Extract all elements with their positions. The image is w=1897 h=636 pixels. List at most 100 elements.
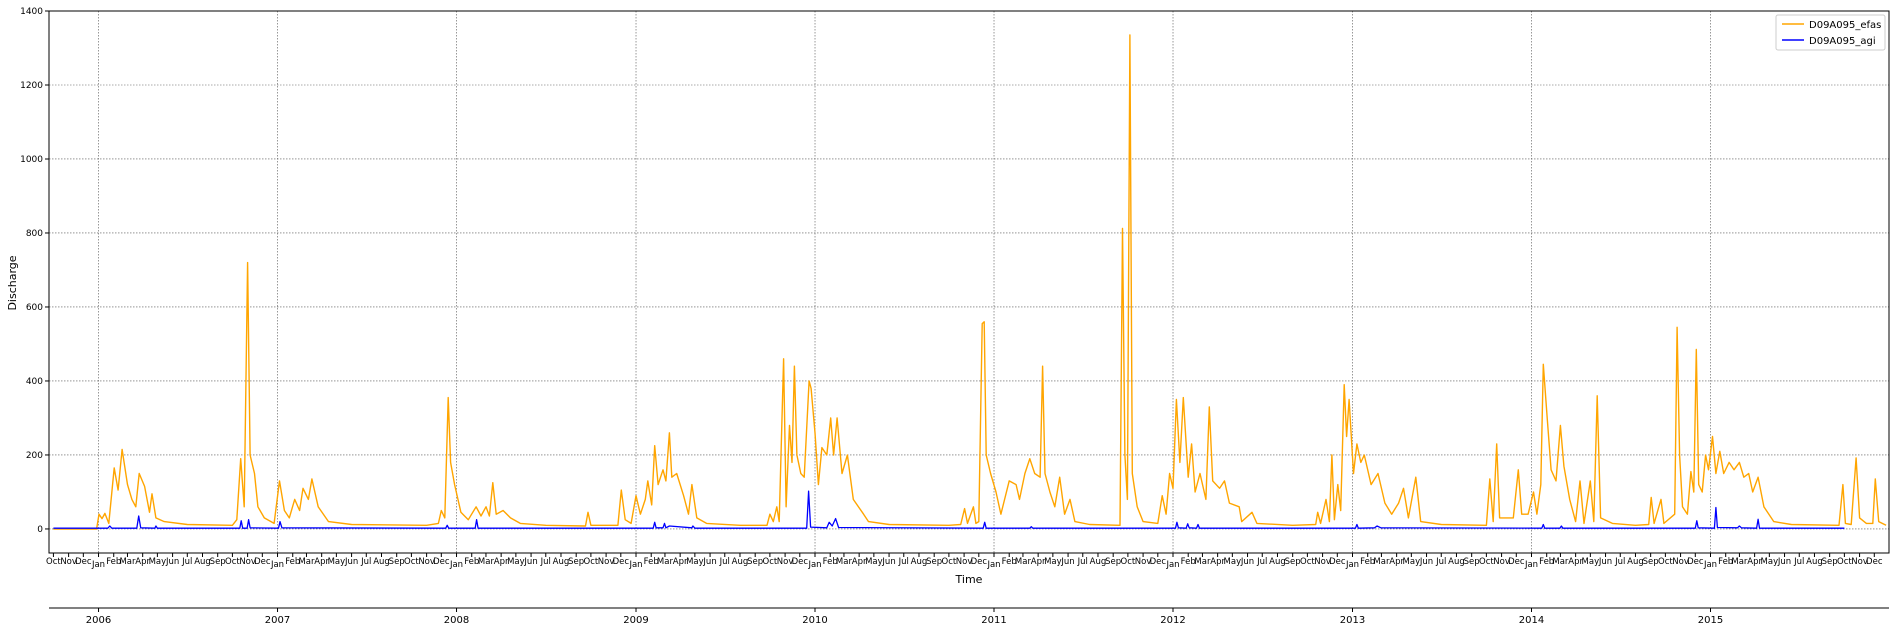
- x-month-label: Oct: [1658, 557, 1673, 567]
- y-axis: 0 200 400 600 800 1000 1200 1400: [20, 7, 49, 535]
- x-month-label: Mar: [478, 557, 495, 567]
- x-month-label: Apr: [494, 557, 509, 567]
- x-month-label: Dec: [433, 557, 450, 567]
- x-month-label: Jun: [1777, 557, 1791, 567]
- x-month-label: Jan: [91, 560, 105, 570]
- x-month-label: Oct: [1121, 557, 1136, 567]
- x-month-label: Feb: [644, 557, 659, 567]
- x-month-label: May: [328, 557, 346, 567]
- x-month-label: Jul: [1614, 557, 1625, 567]
- x-month-label: May: [1224, 557, 1242, 567]
- y-axis-label: Discharge: [6, 255, 19, 310]
- x-month-label: Dec: [1687, 557, 1704, 567]
- year-tick-label: 2015: [1698, 615, 1723, 626]
- y-tick-label: 1000: [20, 155, 43, 165]
- grid-layer: [49, 10, 1889, 553]
- x-month-label: May: [1403, 557, 1421, 567]
- x-month-label: Jul: [1793, 557, 1804, 567]
- year-tick-label: 2008: [444, 615, 469, 626]
- x-month-label: Oct: [942, 557, 957, 567]
- x-month-label: Aug: [1627, 557, 1644, 567]
- x-month-label: Jan: [1165, 560, 1179, 570]
- x-month-label: Feb: [1539, 557, 1554, 567]
- x-month-label: Jan: [1345, 560, 1359, 570]
- x-month-label: Aug: [1448, 557, 1465, 567]
- legend-label-efas: D09A095_efas: [1809, 20, 1881, 31]
- x-month-label: Oct: [404, 557, 419, 567]
- x-month-label: Jul: [719, 557, 730, 567]
- y-tick-label: 600: [26, 303, 43, 313]
- x-month-label: Jul: [181, 557, 192, 567]
- x-month-label: Jun: [881, 557, 895, 567]
- x-month-label: Dec: [613, 557, 630, 567]
- series-layer: [53, 34, 1887, 530]
- x-month-label: Aug: [732, 557, 749, 567]
- x-month-label: Mar: [1731, 557, 1748, 567]
- x-month-label: Feb: [1181, 557, 1196, 567]
- x-month-label: Jun: [165, 557, 179, 567]
- x-month-label: Nov: [956, 557, 973, 567]
- x-month-label: Jun: [1419, 557, 1433, 567]
- x-month-label: Mar: [1194, 557, 1211, 567]
- x-month-label: Jul: [1256, 557, 1267, 567]
- x-month-label: Apr: [1031, 557, 1046, 567]
- x-month-label: Nov: [1314, 557, 1331, 567]
- x-month-label: Nov: [418, 557, 435, 567]
- x-month-label: Jun: [344, 557, 358, 567]
- plot-frame: [48, 10, 1890, 554]
- x-month-label: Apr: [135, 557, 150, 567]
- year-tick-label: 2009: [623, 615, 648, 626]
- x-month-label: Jul: [898, 557, 909, 567]
- x-month-label: May: [1582, 557, 1600, 567]
- series-line-agi: [53, 490, 1845, 529]
- x-month-label: Sep: [1822, 557, 1838, 567]
- x-month-label: Aug: [553, 557, 570, 567]
- x-month-label: Oct: [1479, 557, 1494, 567]
- x-month-label: Jun: [523, 557, 537, 567]
- x-month-label: Dec: [254, 557, 271, 567]
- x-month-label: Aug: [1806, 557, 1823, 567]
- y-tick-label: 1400: [20, 7, 43, 17]
- x-month-label: Feb: [106, 557, 121, 567]
- x-month-label: Nov: [1493, 557, 1510, 567]
- x-month-label: Oct: [763, 557, 778, 567]
- x-month-label: Jul: [540, 557, 551, 567]
- x-month-label: May: [686, 557, 704, 567]
- y-tick-label: 1200: [20, 81, 43, 91]
- x-month-label: Sep: [926, 557, 942, 567]
- year-tick-label: 2014: [1519, 615, 1544, 626]
- y-tick-label: 0: [37, 525, 43, 535]
- x-month-label: Feb: [1360, 557, 1375, 567]
- series-line-efas: [53, 34, 1887, 530]
- x-month-label: Nov: [1851, 557, 1868, 567]
- x-month-label: Aug: [194, 557, 211, 567]
- x-month-label: May: [865, 557, 883, 567]
- x-month-label: Sep: [1105, 557, 1121, 567]
- x-month-label: Oct: [1837, 557, 1852, 567]
- x-month-label: Mar: [1552, 557, 1569, 567]
- x-month-label: Jul: [1077, 557, 1088, 567]
- x-month-label: Dec: [792, 557, 809, 567]
- x-month-label: Jan: [1524, 560, 1538, 570]
- year-axis: 2006 2007 2008 2009 2010 2011 2012 2013 2014 2015: [49, 607, 1889, 626]
- year-tick-label: 2007: [265, 615, 290, 626]
- x-month-label: Sep: [747, 557, 763, 567]
- x-month-label: Aug: [911, 557, 928, 567]
- x-month-label: Mar: [119, 557, 136, 567]
- x-month-label: Sep: [1643, 557, 1659, 567]
- x-month-label: Dec: [1150, 557, 1167, 567]
- x-month-label: Dec: [1329, 557, 1346, 567]
- x-month-label: Apr: [314, 557, 329, 567]
- x-month-label: Feb: [1718, 557, 1733, 567]
- x-month-label: Feb: [285, 557, 300, 567]
- x-month-label: Nov: [60, 557, 77, 567]
- x-month-label: Nov: [239, 557, 256, 567]
- x-month-label: Jun: [1060, 557, 1074, 567]
- x-month-label: Sep: [389, 557, 405, 567]
- x-month-label: May: [1044, 557, 1062, 567]
- x-month-label: Oct: [1300, 557, 1315, 567]
- year-tick-label: 2012: [1160, 615, 1185, 626]
- x-month-label: Aug: [373, 557, 390, 567]
- x-month-label: Sep: [1285, 557, 1301, 567]
